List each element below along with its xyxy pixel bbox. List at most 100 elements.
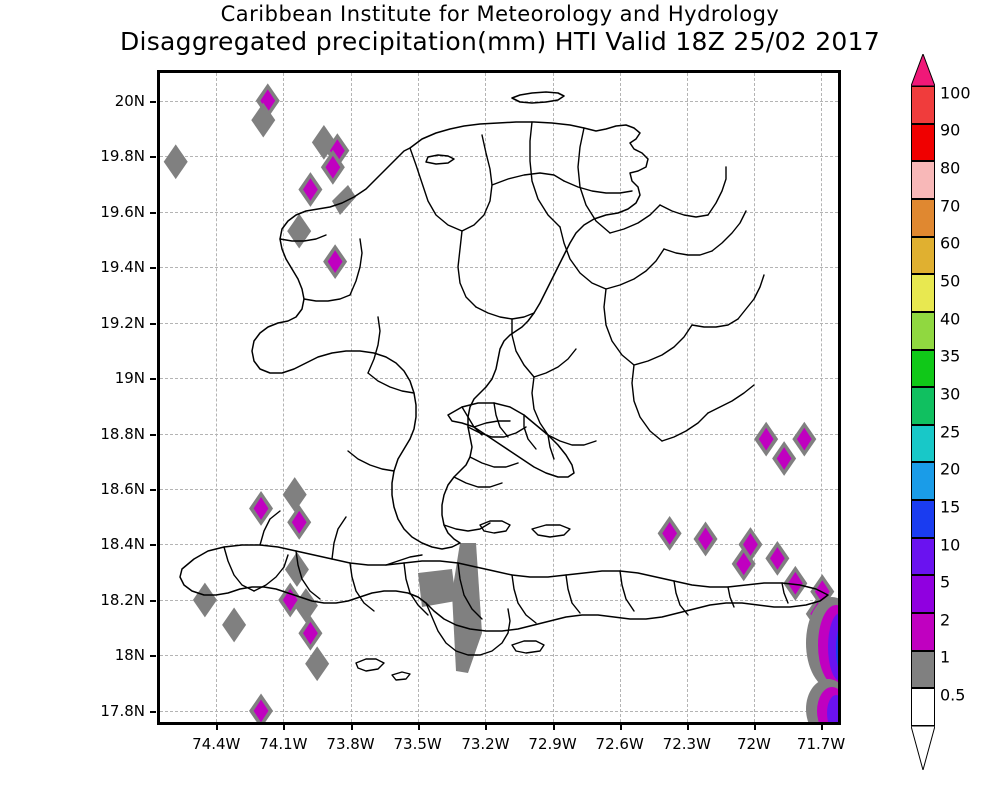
- gridline-horizontal: [160, 433, 838, 435]
- colorbar-band: [911, 387, 935, 425]
- precip-cell-core: [302, 621, 318, 645]
- colorbar[interactable]: 100 90 80 70 60 50 40 35 30 25 20 15 10 5 2 1 0.5: [911, 54, 971, 770]
- haiti-south-tip: [425, 602, 511, 656]
- admin-boundary: [633, 324, 693, 366]
- admin-boundary: [461, 134, 493, 232]
- admin-boundary: [403, 562, 429, 616]
- precip-cell-halo: [163, 144, 188, 180]
- y-tick-label: 18.8N: [100, 424, 145, 443]
- gridline-horizontal: [160, 211, 838, 213]
- x-tick-label: 72.3W: [662, 735, 711, 753]
- precip-cell-core: [769, 546, 785, 570]
- colorbar-band: [911, 575, 935, 614]
- precip-cell-core: [758, 427, 774, 451]
- small-island: [479, 520, 511, 534]
- x-tick-mark: [485, 724, 488, 730]
- colorbar-tick-label: 90: [940, 120, 961, 140]
- y-tick-mark: [150, 655, 156, 658]
- y-tick-mark: [150, 211, 156, 214]
- y-tick-label: 18.6N: [100, 480, 145, 498]
- colorbar-tick-label: 30: [940, 384, 961, 404]
- precip-cell-core: [743, 533, 758, 556]
- map-plot-area[interactable]: [157, 70, 841, 725]
- admin-boundary: [605, 248, 665, 290]
- admin-boundary: [295, 550, 321, 600]
- admin-boundary: [453, 476, 503, 488]
- precip-cell-core: [736, 552, 752, 576]
- colorbar-band: [911, 123, 935, 162]
- admin-boundary: [467, 426, 527, 438]
- colorbar-band: [911, 161, 935, 199]
- institute-name: Caribbean Institute for Meteorology and …: [220, 2, 780, 26]
- admin-boundary: [659, 204, 709, 218]
- admin-boundary: [511, 318, 535, 378]
- admin-boundary: [559, 226, 607, 290]
- precip-cell-core: [662, 522, 678, 545]
- admin-boundary: [457, 230, 477, 308]
- x-tick-label: 72.9W: [528, 735, 577, 753]
- colorbar-band: [911, 236, 935, 275]
- colorbar-band: [911, 462, 935, 501]
- admin-boundary: [547, 434, 555, 460]
- x-tick-label: 72.6W: [595, 735, 644, 753]
- admin-boundary: [563, 180, 633, 194]
- y-tick-label: 19.8N: [100, 147, 145, 166]
- admin-boundary: [577, 127, 611, 234]
- gridline-vertical: [552, 73, 554, 722]
- admin-boundary: [349, 562, 375, 612]
- colorbar-band: [911, 650, 935, 689]
- colorbar-tick-label: 25: [940, 422, 961, 442]
- colorbar-band: [911, 311, 935, 350]
- colorbar-band: [911, 613, 935, 651]
- admin-boundary: [707, 166, 727, 216]
- admin-boundary: [457, 562, 483, 620]
- colorbar-tick-label: 15: [940, 497, 961, 517]
- precip-cell-halo: [192, 582, 217, 618]
- gridline-horizontal: [160, 544, 838, 546]
- precip-cell-halo: [284, 552, 309, 587]
- admin-boundary: [781, 582, 789, 604]
- precip-cell-halo: [287, 213, 312, 249]
- x-tick-mark: [686, 724, 689, 730]
- gridline-vertical: [619, 73, 621, 722]
- y-tick-label: 17.8N: [100, 701, 145, 720]
- admin-boundary: [691, 318, 739, 328]
- admin-boundary: [347, 450, 395, 472]
- cuba-coast: [511, 91, 565, 104]
- x-tick-mark: [821, 724, 824, 730]
- admin-boundary: [253, 554, 289, 592]
- admin-boundary: [367, 372, 415, 394]
- colorbar-tick-label: 100: [940, 83, 971, 103]
- y-tick-mark: [150, 544, 156, 547]
- admin-boundary: [619, 570, 635, 612]
- x-tick-label: 72W: [736, 735, 771, 753]
- x-tick-mark: [753, 724, 756, 730]
- colorbar-band: [911, 500, 935, 538]
- colorbar-tick-label: 0.5: [940, 685, 966, 705]
- map-canvas: [160, 73, 838, 722]
- precip-cell-halo: [282, 477, 307, 512]
- precip-cell-core: [698, 527, 713, 551]
- admin-boundary: [737, 274, 765, 320]
- admin-boundary: [603, 288, 635, 366]
- x-tick-label: 74.1W: [259, 735, 308, 753]
- admin-boundary: [491, 172, 565, 186]
- colorbar-under-arrow: [911, 726, 935, 770]
- x-tick-mark: [619, 724, 622, 730]
- y-tick-label: 20N: [114, 91, 145, 110]
- gridline-horizontal: [160, 378, 838, 380]
- gridline-horizontal: [160, 322, 838, 324]
- gridline-vertical: [821, 73, 823, 722]
- colorbar-tick-label: 35: [940, 346, 961, 366]
- colorbar-band: [911, 424, 935, 463]
- y-tick-mark: [150, 489, 156, 491]
- y-tick-label: 19.6N: [100, 202, 145, 221]
- haiti-south-coast: [179, 544, 829, 632]
- admin-boundary: [303, 294, 351, 302]
- y-tick-label: 19.2N: [100, 313, 145, 332]
- admin-boundary: [473, 420, 511, 428]
- gonave-island-coast: [447, 402, 575, 478]
- admin-boundary: [609, 204, 661, 234]
- y-tick-mark: [150, 267, 156, 270]
- x-tick-mark: [283, 724, 286, 730]
